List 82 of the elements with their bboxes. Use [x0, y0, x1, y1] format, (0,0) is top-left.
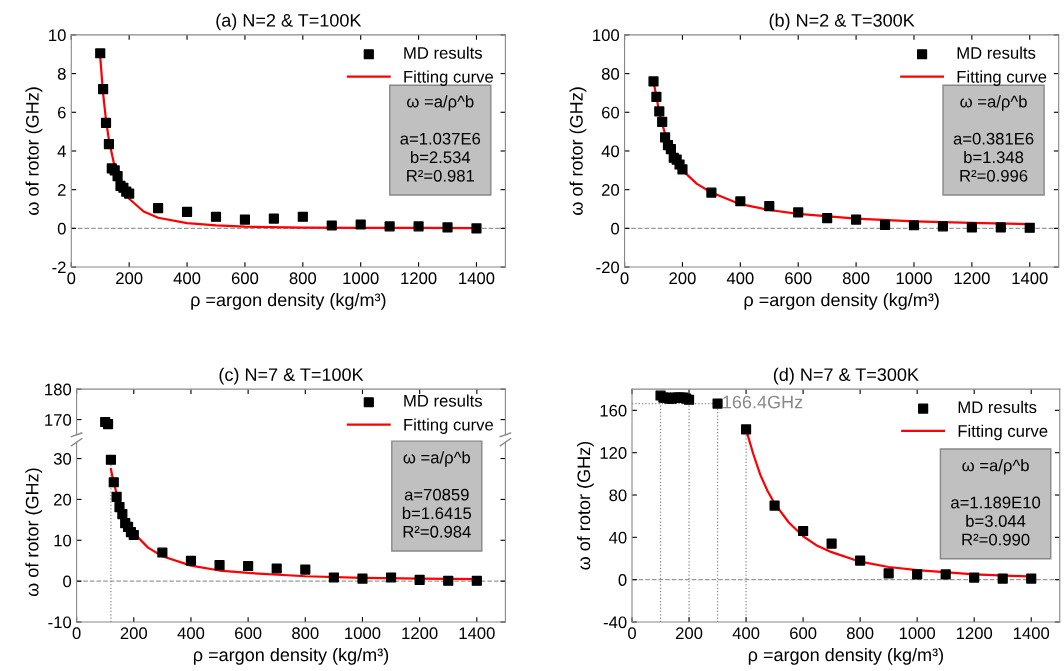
y-tick-label: 100: [593, 29, 620, 42]
x-tick-label: 200: [116, 272, 143, 285]
text: ω =a/ρ^b a=0.381E6 b=1.348 R²=0.996: [953, 95, 1034, 182]
y-tick-label: 20: [54, 493, 72, 506]
x-tick-label: 1400: [1013, 627, 1050, 640]
x-tick-label: 600: [790, 627, 817, 640]
x-tick-label: 0: [628, 627, 636, 640]
y-tick-label: 0: [611, 222, 620, 235]
y-tick-label: -40: [603, 616, 627, 629]
x-tick-label: 800: [289, 272, 317, 285]
legend-label: Fitting curve: [404, 418, 493, 434]
chart-title: (a) N=2 & T=100K: [216, 13, 362, 31]
x-tick-label: 800: [842, 272, 870, 285]
y-tick-label: 10: [49, 29, 66, 42]
x-axis-title: ρ =argon density (kg/m³): [748, 647, 943, 665]
y-tick-label: 60: [602, 106, 620, 119]
x-tick-label: 0: [72, 627, 81, 640]
y-tick-label: 0: [618, 574, 627, 586]
x-tick-label: 1000: [896, 272, 932, 285]
y-axis-title: ω of rotor (GHz): [576, 441, 594, 570]
x-tick-label: 600: [235, 627, 262, 640]
text: ω =a/ρ^b a=1.037E6 b=2.534 R²=0.981: [400, 95, 481, 182]
x-tick-label: 1000: [899, 627, 936, 640]
y-tick-label: 80: [601, 67, 620, 80]
x-axis-title: ρ =argon density (kg/m³): [193, 647, 389, 665]
y-tick-label: 40: [609, 531, 627, 544]
y-tick-label: 180: [45, 383, 72, 396]
x-tick-label: 400: [726, 272, 754, 285]
x-tick-label: 1200: [954, 272, 990, 285]
x-tick-label: 1200: [956, 627, 993, 640]
x-tick-label: 600: [785, 272, 812, 285]
x-tick-label: 1200: [402, 627, 438, 640]
y-axis-title: ω of rotor (GHz): [569, 87, 587, 215]
x-tick-label: 200: [675, 627, 703, 640]
x-tick-label: 1400: [459, 627, 495, 640]
text: ω =a/ρ^b a=70859 b=1.6415 R²=0.984: [402, 451, 472, 538]
legend-label: Fitting curve: [404, 70, 493, 86]
y-tick-label: 40: [601, 145, 620, 158]
x-tick-label: 1000: [343, 272, 379, 285]
x-tick-label: 800: [846, 627, 874, 640]
x-tick-label: 1400: [459, 272, 495, 285]
y-tick-label: 170: [45, 414, 72, 426]
y-tick-label: -10: [48, 616, 72, 629]
y-tick-label: 80: [609, 489, 627, 502]
y-tick-label: -20: [596, 261, 620, 274]
y-tick-label: 2: [58, 184, 66, 196]
y-tick-label: 120: [600, 447, 627, 459]
legend-label: Fitting curve: [958, 424, 1048, 441]
x-axis-title: ρ =argon density (kg/m³): [744, 293, 939, 310]
legend-label: MD results: [957, 46, 1036, 59]
legend-label: MD results: [404, 46, 482, 59]
x-tick-label: 800: [292, 627, 319, 640]
chart-title: (c) N=7 & T=100K: [219, 367, 364, 385]
x-tick-label: 400: [173, 272, 201, 285]
y-axis-title: ω of rotor (GHz): [25, 468, 43, 597]
x-tick-label: 600: [231, 272, 259, 285]
y-tick-label: 160: [600, 404, 627, 417]
x-tick-label: 1400: [1012, 272, 1048, 285]
x-tick-label: 200: [669, 272, 696, 285]
y-tick-label: 6: [58, 106, 66, 119]
y-tick-label: 30: [53, 452, 72, 465]
chart-title: (b) N=2 & T=300K: [769, 13, 915, 31]
y-tick-label: 10: [54, 534, 72, 547]
x-axis-title: ρ =argon density (kg/m³): [191, 293, 386, 310]
y-tick-label: 0: [63, 575, 72, 588]
x-tick-label: 400: [177, 627, 205, 640]
y-axis-title: ω of rotor (GHz): [25, 87, 43, 215]
y-tick-label: 8: [57, 67, 66, 80]
x-tick-label: 200: [120, 627, 148, 640]
y-tick-label: 0: [57, 222, 66, 235]
ref-line-label: 166.4GHz: [723, 395, 803, 409]
legend-label: MD results: [404, 394, 482, 407]
x-tick-label: 1000: [345, 627, 381, 640]
y-tick-label: 20: [602, 184, 620, 196]
x-tick-label: 1200: [401, 272, 437, 285]
x-tick-label: 400: [732, 627, 760, 640]
y-tick-label: -2: [52, 261, 66, 274]
text: ω =a/ρ^b a=1.189E10 b=3.044 R²=0.990: [951, 459, 1041, 546]
y-tick-label: 4: [57, 145, 66, 158]
chart-title: (d) N=7 & T=300K: [773, 367, 919, 385]
legend-label: MD results: [958, 400, 1037, 414]
legend-label: Fitting curve: [957, 70, 1047, 86]
